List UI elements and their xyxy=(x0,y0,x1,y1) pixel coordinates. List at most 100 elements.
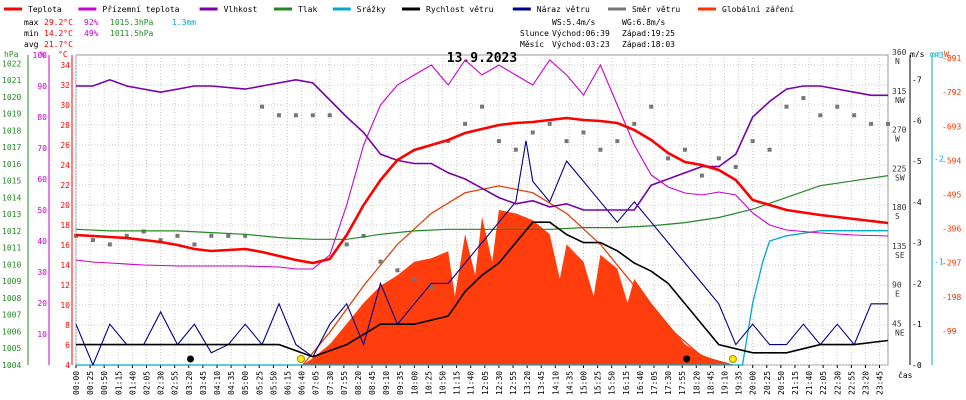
x-tick-label: 16:15 xyxy=(622,371,631,395)
x-tick-label: 21:40 xyxy=(805,371,814,395)
series-smer-point xyxy=(243,233,248,238)
x-tick-label: 14:35 xyxy=(565,371,574,395)
stat-moon-set: Západ:18:03 xyxy=(622,40,675,49)
series-smer-point xyxy=(869,121,874,126)
tick-pct: 70 xyxy=(37,144,47,153)
series-naraz xyxy=(75,140,888,367)
tick-dir-name: N xyxy=(895,57,900,66)
tick-pct: 90 xyxy=(37,82,47,91)
tick-hpa: 1020 xyxy=(2,93,21,102)
x-tick-label: 05:00 xyxy=(241,371,250,395)
series-smer-point xyxy=(107,242,112,247)
x-tick-label: 03:20 xyxy=(185,371,194,395)
tick-degc: 10 xyxy=(60,301,70,310)
tick-hpa: 1014 xyxy=(2,193,21,202)
axis-unit-mm: mm xyxy=(930,50,940,59)
stat-min-press: 1011.5hPa xyxy=(110,29,154,38)
tick-pct: 50 xyxy=(37,206,47,215)
x-tick-label: 00:25 xyxy=(86,371,95,395)
legend-label-tlak: Tlak xyxy=(298,5,317,14)
x-tick-label: 19:10 xyxy=(720,371,729,395)
legend-label-rychlost: Rychlost větru xyxy=(426,5,494,14)
x-tick-label: 07:05 xyxy=(312,371,321,395)
legend-label-zareni: Globální záření xyxy=(722,5,794,14)
x-tick-label: 13:45 xyxy=(537,371,546,395)
x-tick-label: 23:20 xyxy=(861,371,870,395)
series-smer-point xyxy=(361,233,366,238)
series-smer-point xyxy=(293,113,298,118)
series-smer-point xyxy=(632,121,637,126)
tick-hpa: 1006 xyxy=(2,327,21,336)
series-smer-point xyxy=(209,233,214,238)
tick-degc: 18 xyxy=(60,221,70,230)
tick-w: -495 xyxy=(942,191,961,200)
legend-label-naraz: Náraz větru xyxy=(537,5,590,14)
series-smer-point xyxy=(852,113,857,118)
series-smer-point xyxy=(310,113,315,118)
tick-hpa: 1018 xyxy=(2,126,21,135)
tick-pct: 100 xyxy=(33,51,48,60)
x-tick-label: 15:25 xyxy=(594,371,603,395)
tick-ms: -2 xyxy=(912,279,922,288)
series-smer-point xyxy=(564,139,569,144)
x-tick-label: 23:45 xyxy=(876,371,885,395)
legend-label-prizemni: Přízemní teplota xyxy=(102,5,179,14)
series-smer-point xyxy=(547,121,552,126)
x-axis-label: čas xyxy=(898,370,913,380)
series-smer-point xyxy=(716,156,721,161)
tick-degc: 26 xyxy=(60,141,70,150)
series-smer-point xyxy=(141,229,146,234)
x-tick-label: 01:15 xyxy=(114,371,123,395)
stat-moon-rise: Východ:03:23 xyxy=(552,40,610,49)
axis-unit-w: W xyxy=(944,50,949,59)
tick-hpa: 1019 xyxy=(2,110,21,119)
tick-degc: 4 xyxy=(65,361,70,370)
sunrise-marker xyxy=(296,355,305,363)
series-smer-point xyxy=(886,121,890,126)
x-tick-label: 09:35 xyxy=(396,371,405,395)
tick-ms: -3 xyxy=(912,239,922,248)
tick-pct: 80 xyxy=(37,113,47,122)
stat-avg-temp: 21.7°C xyxy=(44,40,73,49)
x-tick-label: 22:55 xyxy=(847,371,856,395)
x-tick-label: 11:40 xyxy=(467,371,476,395)
tick-dir-name: S xyxy=(895,212,900,221)
x-tick-label: 18:20 xyxy=(692,371,701,395)
tick-w: -594 xyxy=(942,156,961,165)
x-tick-label: 10:00 xyxy=(410,371,419,395)
tick-w: -396 xyxy=(942,225,961,234)
tick-hpa: 1004 xyxy=(2,361,21,370)
x-tick-label: 01:40 xyxy=(128,371,137,395)
moonset-marker xyxy=(683,355,691,363)
x-tick-label: 12:55 xyxy=(509,371,518,395)
x-tick-label: 20:50 xyxy=(777,371,786,395)
tick-hpa: 1012 xyxy=(2,227,21,236)
tick-degc: 22 xyxy=(60,181,70,190)
x-tick-label: 04:10 xyxy=(213,371,222,395)
x-tick-label: 10:50 xyxy=(439,371,448,395)
tick-degc: 28 xyxy=(60,121,70,130)
tick-dir-name: NE xyxy=(895,328,905,337)
x-tick-label: 18:45 xyxy=(706,371,715,395)
tick-w: -99 xyxy=(942,327,957,336)
series-prizemni xyxy=(75,59,889,270)
stat-min-hum: 49% xyxy=(84,29,99,38)
series-smer-point xyxy=(581,130,586,135)
stat-max-rain: 1.3mm xyxy=(172,18,196,27)
legend-label-srazky: Srážky xyxy=(357,5,386,14)
x-tick-label: 14:10 xyxy=(551,371,560,395)
stat-max-press: 1015.3hPa xyxy=(110,18,154,27)
tick-dir-deg: 135 xyxy=(892,242,907,251)
x-tick-label: 17:05 xyxy=(650,371,659,395)
series-vlhkost xyxy=(76,78,888,211)
x-tick-label: 06:15 xyxy=(283,371,292,395)
x-tick-label: 15:50 xyxy=(608,371,617,395)
tick-degc: 6 xyxy=(65,341,70,350)
tick-pct: 10 xyxy=(37,330,47,339)
series-smer-point xyxy=(750,139,755,144)
series-rychlost xyxy=(76,221,889,358)
series-smer-point xyxy=(395,268,400,273)
series-smer-point xyxy=(784,104,789,109)
series-smer-point xyxy=(124,233,129,238)
series-zareni-area xyxy=(302,210,733,365)
